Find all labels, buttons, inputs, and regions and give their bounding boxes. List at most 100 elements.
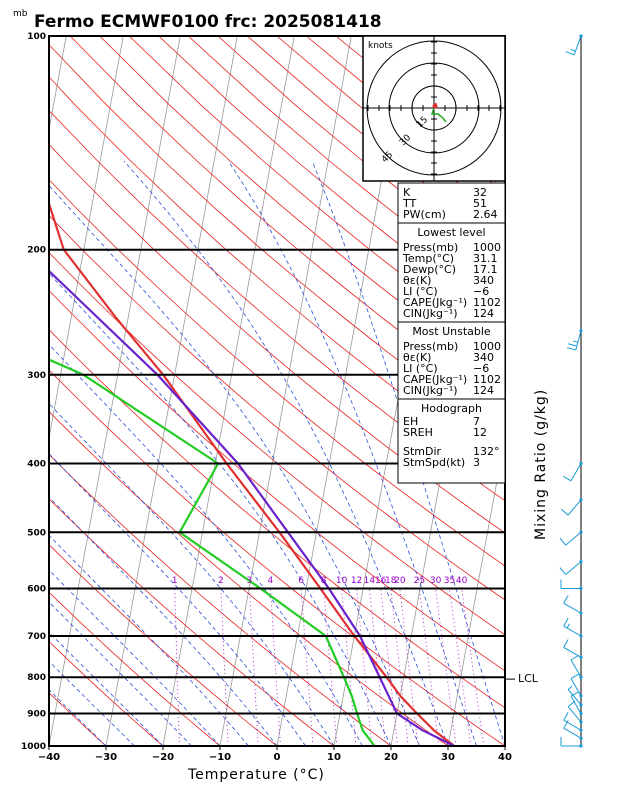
hodograph-unit: knots [368, 41, 393, 51]
moist-adiabat [228, 160, 477, 746]
index-value: 51 [473, 197, 487, 210]
moist-adiabat [49, 534, 249, 746]
temperature-tick-label: 20 [384, 752, 398, 763]
wind-barb-shaft [563, 727, 582, 739]
mixing-ratio-line [418, 588, 440, 746]
dry-adiabat [49, 44, 505, 440]
mixing-ratio-label: 6 [298, 576, 304, 586]
index-value: 3 [473, 456, 480, 469]
pressure-tick-label: 200 [27, 246, 46, 256]
moist-adiabat [49, 184, 420, 746]
index-value: 1000 [473, 241, 501, 254]
pressure-tick-label: 600 [27, 584, 46, 594]
isotherm-line [219, 36, 352, 746]
wind-barb-shaft [563, 646, 582, 658]
mixing-ratio-line [174, 588, 180, 746]
isotherm-line [562, 36, 618, 746]
dry-adiabat [49, 178, 505, 567]
pressure-tick-label: 300 [27, 371, 46, 381]
index-name: SREH [403, 426, 433, 439]
mixing-ratio-line [323, 588, 338, 746]
section-title: Hodograph [421, 402, 482, 415]
storm-motion-marker [432, 103, 438, 109]
dry-adiabat [49, 692, 107, 746]
temperature-tick-label: 10 [327, 752, 341, 763]
index-name: StmSpd(kt) [403, 456, 465, 469]
wind-barb-shaft [567, 499, 582, 516]
mixing-ratio-label: 12 [351, 576, 362, 586]
wind-barb-shaft [563, 719, 582, 731]
mixing-ratio-label: 8 [321, 576, 327, 586]
dry-adiabat [49, 369, 505, 746]
index-value: 124 [473, 307, 494, 320]
index-value: 1102 [473, 373, 501, 386]
wind-barb-flag [563, 712, 569, 721]
dry-adiabat [49, 498, 335, 746]
mixing-ratio-label: 10 [336, 576, 348, 586]
index-name: Press(mb) [403, 241, 458, 254]
pressure-tick-label: 400 [27, 459, 46, 469]
mixing-ratio-label: 16 [375, 576, 387, 586]
wind-barb-shaft [567, 689, 582, 706]
index-name: Temp(°C) [402, 252, 454, 265]
mixing-ratio-label: 1 [172, 576, 178, 586]
wind-barb-flag [568, 343, 577, 347]
index-name: StmDir [403, 445, 442, 458]
wind-barb-shaft [570, 659, 582, 678]
wind-barb-shaft [567, 706, 582, 723]
pressure-unit: mb [13, 9, 28, 19]
y-axis-right-label: Mixing Ratio (g/kg) [533, 389, 549, 540]
mixing-ratio-label: 14 [364, 576, 376, 586]
pressure-tick-label: 700 [27, 632, 46, 642]
section-title: Most Unstable [412, 325, 491, 338]
wind-barb-flag [559, 567, 567, 575]
wind-barb-flag [563, 595, 569, 604]
dry-adiabat [49, 76, 505, 470]
wind-barb-half [567, 685, 573, 690]
mixing-ratio-label: 30 [430, 576, 442, 586]
dry-adiabat [49, 143, 505, 534]
index-name: Dewp(°C) [403, 263, 456, 276]
parcel-line [49, 269, 455, 746]
index-name: Press(mb) [403, 340, 458, 353]
mixing-ratio-line [380, 588, 398, 746]
temperature-tick-label: 0 [274, 752, 281, 763]
temperature-tick-label: 30 [441, 752, 455, 763]
mixing-ratio-label: 40 [456, 576, 468, 586]
index-value: 17.1 [473, 263, 498, 276]
mixing-ratio-label: 2 [218, 576, 224, 586]
index-name: θε(K) [403, 351, 431, 364]
dry-adiabat [49, 453, 392, 746]
dry-adiabat [49, 544, 278, 746]
wind-barb-shaft [573, 35, 582, 55]
mixing-ratio-line [399, 588, 419, 746]
index-value: 1102 [473, 296, 501, 309]
mixing-ratio-label: 4 [268, 576, 274, 586]
isotherm-line [0, 36, 9, 746]
moist-adiabat [49, 272, 392, 746]
pressure-tick-label: 100 [27, 32, 46, 42]
wind-barbs [559, 34, 583, 748]
indices-table: K 32 TT 51 PW(cm) 2.64 Lowest level Press(mb) 10… [397, 182, 506, 484]
temperature-tick-label: −30 [95, 752, 117, 763]
isotherm-line [49, 36, 124, 440]
chart-title: Fermo ECMWF0100 frc: 2025081418 [34, 12, 382, 32]
index-value: 7 [473, 415, 480, 428]
dry-adiabat [49, 109, 505, 502]
mixing-ratio-label: 35 [444, 576, 455, 586]
index-name: CIN(Jkg⁻¹) [403, 307, 458, 320]
index-value: 31.1 [473, 252, 498, 265]
index-name: LI (°C) [403, 285, 438, 298]
wind-barb-shaft [563, 625, 582, 637]
index-name: LI (°C) [403, 362, 438, 375]
index-value: 1000 [473, 340, 501, 353]
mixing-ratio-line [390, 588, 409, 746]
pressure-tick-label: 800 [27, 673, 46, 683]
moist-adiabat [49, 569, 221, 746]
dry-adiabat [49, 591, 221, 746]
index-value: 2.64 [473, 208, 498, 221]
wind-barb-shaft [565, 531, 582, 546]
wind-barb-half [570, 48, 576, 52]
